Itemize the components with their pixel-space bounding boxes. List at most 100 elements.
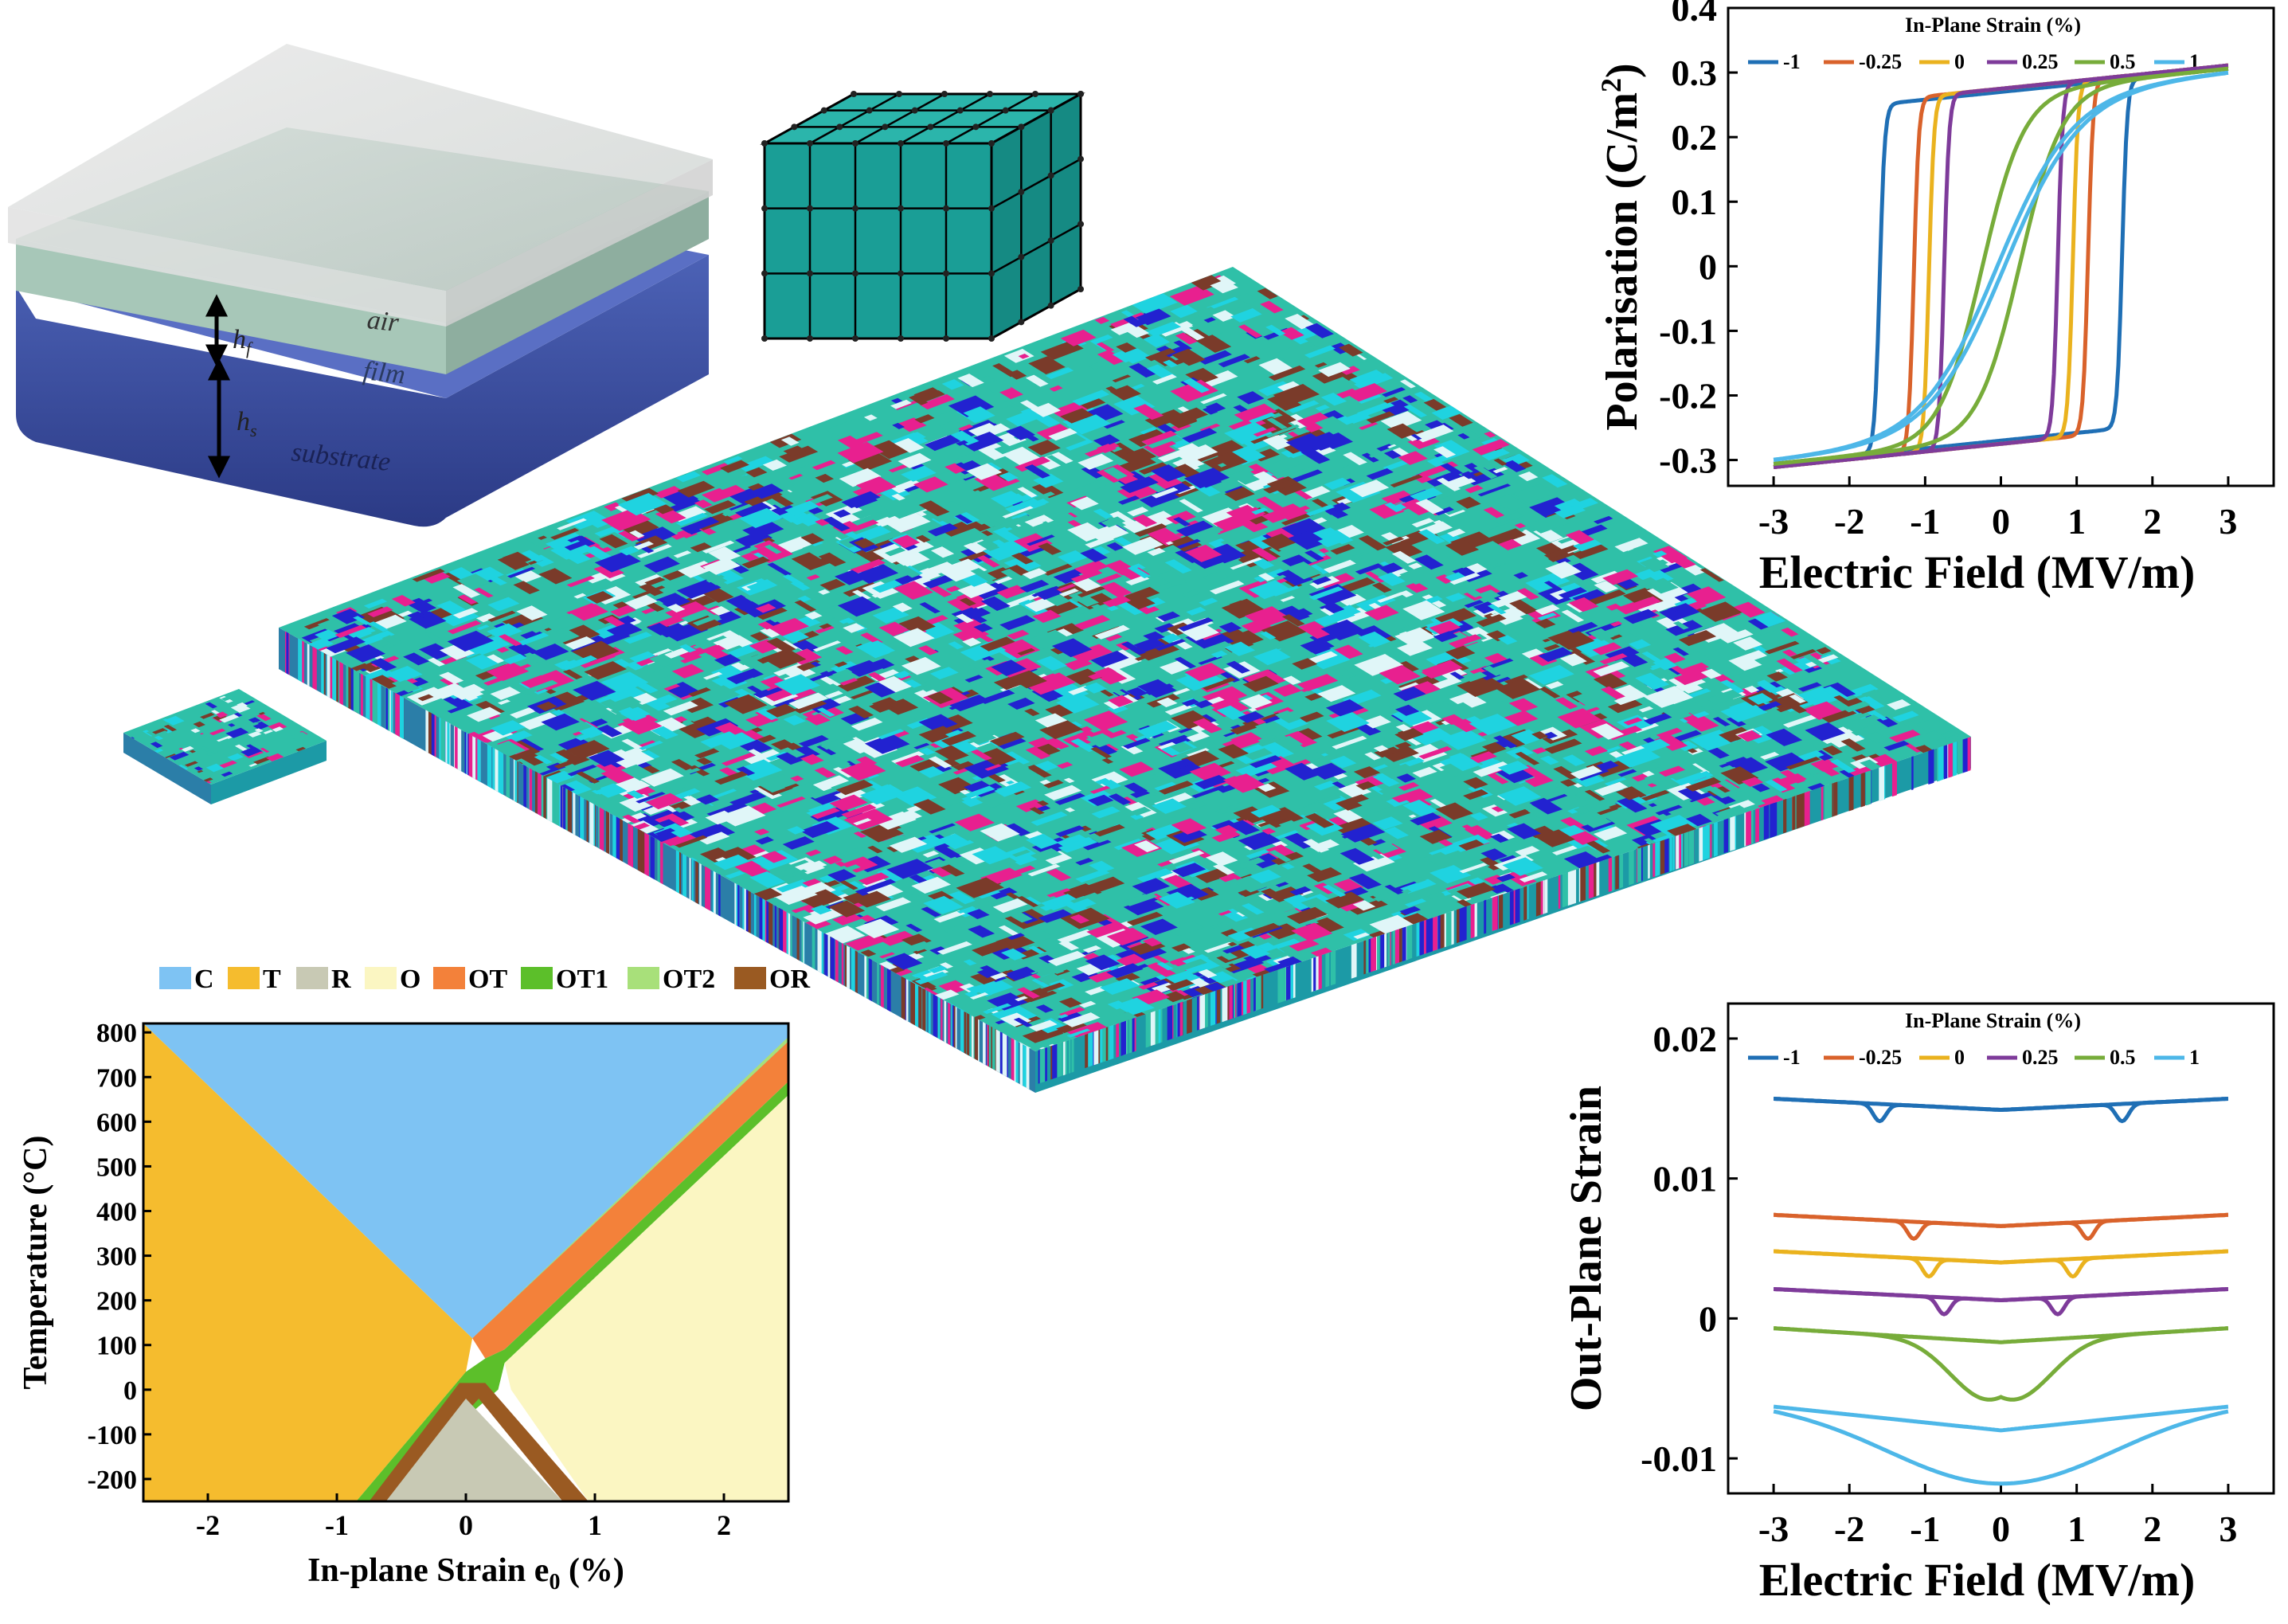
domain-patch <box>1116 342 1137 353</box>
domain-patch <box>1366 468 1394 480</box>
y-tick-label: -200 <box>88 1466 137 1495</box>
domain-patch <box>1851 723 1883 736</box>
domain-patch <box>1230 723 1257 735</box>
domain-patch <box>1605 745 1622 753</box>
domain-patch <box>1274 735 1304 749</box>
domain-patch <box>1090 746 1113 759</box>
domain-patch <box>878 930 916 946</box>
edge-stripe <box>1676 835 1680 870</box>
domain-patch <box>1377 592 1405 603</box>
domain-patch <box>1158 781 1194 795</box>
domain-patch <box>755 603 776 613</box>
domain-patch <box>1379 562 1403 574</box>
edge-stripe <box>647 834 649 877</box>
edge-stripe <box>352 669 358 713</box>
edge-stripe <box>1770 802 1775 838</box>
domain-patch <box>326 636 366 654</box>
domain-patch <box>1005 761 1030 773</box>
domain-patch <box>555 749 583 763</box>
domain-patch <box>452 608 479 619</box>
domain-patch <box>1152 798 1187 814</box>
domain-patch <box>1206 851 1238 867</box>
domain-patch <box>712 789 737 799</box>
domain-patch <box>248 763 258 767</box>
domain-patch <box>856 641 890 659</box>
domain-patch <box>1484 771 1509 785</box>
domain-patch <box>1285 730 1317 748</box>
domain-patch <box>594 551 641 573</box>
domain-patch <box>1323 559 1356 573</box>
edge-stripe <box>1158 1009 1161 1043</box>
legend-label: OT2 <box>663 965 715 994</box>
domain-patch <box>990 972 1008 980</box>
domain-patch <box>1538 647 1573 662</box>
domain-patch <box>1465 484 1484 494</box>
domain-patch <box>1156 697 1178 707</box>
domain-patch <box>1427 701 1459 717</box>
domain-patch <box>1799 763 1824 776</box>
domain-patch <box>1120 476 1159 494</box>
domain-patch <box>1741 777 1764 787</box>
domain-patch <box>1070 914 1090 924</box>
domain-patch <box>1336 364 1360 375</box>
domain-patch <box>1218 463 1227 468</box>
domain-patch <box>1152 374 1177 385</box>
domain-patch <box>1094 316 1110 324</box>
edge-stripe <box>1962 738 1968 773</box>
domain-patch <box>725 871 745 879</box>
domain-patch <box>694 748 720 759</box>
edge-stripe <box>988 1025 991 1068</box>
domain-patch <box>821 683 838 691</box>
domain-patch <box>940 864 965 877</box>
domain-patch <box>1765 779 1788 792</box>
domain-patch <box>1260 300 1284 314</box>
domain-patch <box>1176 538 1201 549</box>
domain-patch <box>1058 997 1082 1008</box>
edge-stripe <box>1197 996 1199 1031</box>
domain-patch <box>1776 705 1793 713</box>
domain-patch <box>1719 761 1737 768</box>
domain-patch <box>219 714 240 723</box>
domain-patch <box>1057 584 1076 592</box>
domain-patch <box>702 540 735 554</box>
domain-patch <box>972 513 1001 528</box>
domain-patch <box>348 627 376 639</box>
domain-patch <box>248 717 261 723</box>
domain-patch <box>1614 538 1649 553</box>
edge-stripe <box>312 646 317 691</box>
domain-patch <box>804 714 831 726</box>
edge-stripe <box>1800 792 1805 828</box>
domain-patch <box>1045 367 1074 379</box>
domain-patch <box>194 766 203 771</box>
substrate-layer <box>16 255 709 527</box>
domain-patch <box>620 764 655 781</box>
domain-patch <box>467 636 510 655</box>
edge-stripe <box>1363 940 1366 975</box>
domain-patch <box>1303 839 1330 853</box>
domain-patch <box>967 531 988 542</box>
domain-patch <box>1004 823 1031 836</box>
edge-stripe <box>1222 988 1224 1023</box>
domain-patch <box>1571 543 1609 559</box>
edge-stripe <box>1199 994 1206 1030</box>
domain-patch <box>788 692 828 710</box>
edge-stripe <box>790 914 792 957</box>
edge-stripe <box>492 747 495 790</box>
domain-patch <box>761 851 788 863</box>
domain-patch <box>635 573 663 586</box>
domain-patch <box>1120 953 1146 965</box>
edge-stripe <box>1783 798 1787 834</box>
domain-patch <box>1028 629 1071 649</box>
y-axis-label: Polarisation (C/m2) <box>1595 63 1647 430</box>
domain-patch <box>1654 734 1688 751</box>
domain-patch <box>1133 404 1164 421</box>
domain-patch <box>1274 710 1302 723</box>
edge-stripe <box>1216 988 1221 1024</box>
domain-patch <box>1353 932 1370 939</box>
domain-patch <box>1101 779 1122 790</box>
domain-patch <box>1325 699 1364 717</box>
domain-patch <box>757 774 799 793</box>
domain-patch <box>798 889 843 909</box>
domain-patch <box>1607 698 1643 714</box>
domain-patch <box>1547 550 1576 562</box>
